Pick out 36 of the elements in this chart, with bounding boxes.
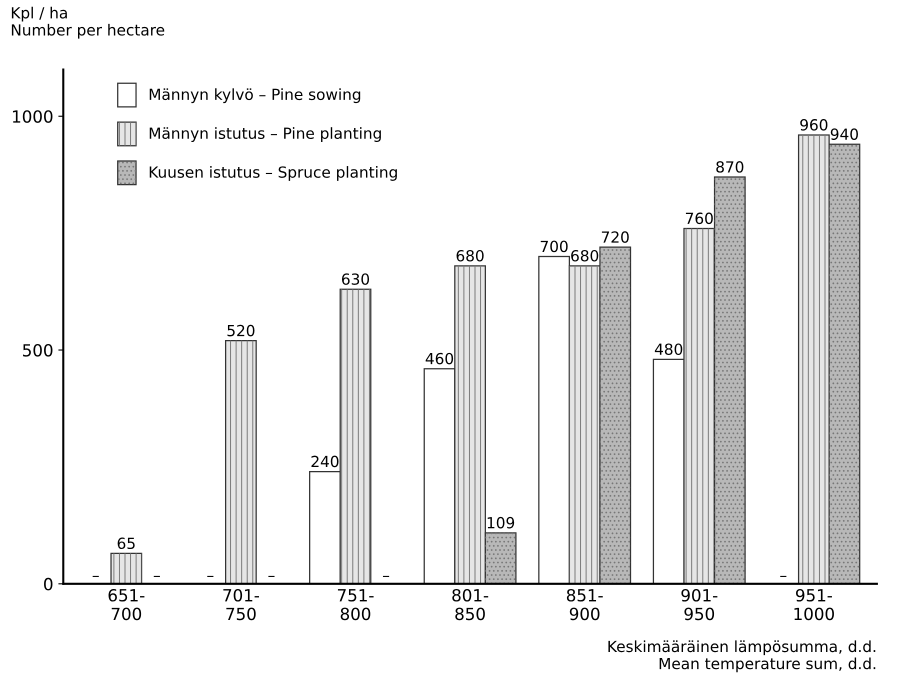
y-tick-label: 0	[44, 578, 52, 590]
text: –	[780, 576, 786, 577]
data-label: 760	[686, 212, 713, 224]
y-tick-label: 1000	[12, 110, 52, 123]
x-tick-label: 801- 850	[452, 588, 488, 620]
text: –	[268, 576, 275, 577]
text: –	[92, 576, 99, 577]
data-label: 520	[227, 324, 254, 336]
data-label: 960	[800, 119, 828, 131]
data-label: 480	[654, 343, 682, 356]
data-label: 870	[716, 161, 744, 173]
x-tick-label: 651- 700	[108, 588, 144, 620]
y-axis-title: Kpl / ha Number per hectare	[12, 6, 164, 39]
data-label: 109	[488, 516, 514, 528]
text: –	[207, 576, 214, 577]
x-tick-label: 951- 1000	[794, 588, 834, 620]
data-label: 240	[311, 456, 338, 468]
y-tick-label: 500	[23, 344, 52, 357]
legend-label: Männyn kylvö – Pine sowing	[150, 88, 360, 104]
text: –	[382, 576, 390, 577]
x-tick-label: 701- 750	[223, 588, 259, 620]
data-label: 700	[540, 240, 568, 252]
text: –	[154, 576, 160, 577]
data-label: 630	[342, 273, 370, 285]
x-tick-label: 751- 800	[338, 589, 374, 620]
x-tick-label: 851- 900	[566, 588, 603, 620]
data-label: 940	[830, 128, 858, 140]
data-label: 720	[602, 231, 629, 243]
x-tick-label: 901- 950	[681, 588, 718, 620]
data-label: 680	[571, 250, 598, 262]
data-label: 65	[118, 538, 135, 550]
data-label: 680	[456, 250, 484, 262]
legend-label: Männyn istutus – Pine planting	[150, 127, 381, 142]
data-label: 460	[426, 352, 454, 364]
x-axis-title: Keskimääräinen lämpösumma, d.d. Mean temperature sum, d.d.	[608, 640, 876, 672]
legend-label: Kuusen istutus – Spruce planting	[150, 166, 397, 181]
